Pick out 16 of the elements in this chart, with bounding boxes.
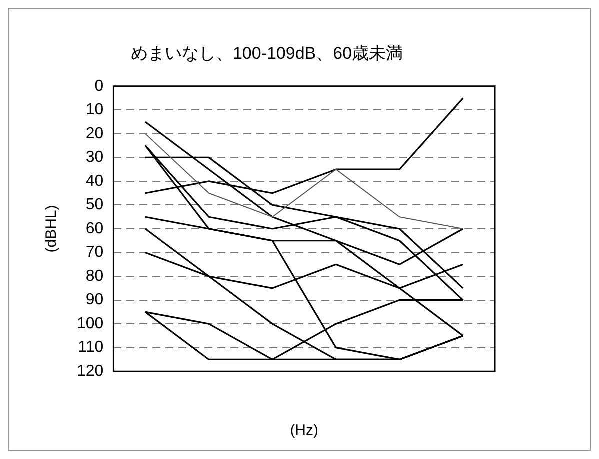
x-axis-title: (Hz) (290, 422, 319, 440)
y-tick-label: 100 (76, 315, 104, 332)
y-tick-label: 90 (86, 292, 104, 309)
y-tick-label: 80 (86, 268, 104, 285)
y-tick-label: 70 (86, 244, 104, 262)
y-tick-label: 120 (76, 363, 104, 380)
y-tick-label: 110 (78, 339, 104, 356)
y-tick-label: 20 (86, 125, 104, 142)
y-tick-label: 10 (86, 102, 104, 119)
y-tick-label: 0 (94, 78, 104, 95)
y-tick-label: 40 (86, 172, 104, 190)
y-axis-title: (dBHL) (43, 205, 60, 253)
y-tick-label: 30 (86, 149, 104, 166)
y-tick-label: 50 (86, 196, 104, 214)
chart-title: めまいなし、100-109dB、60歳未満 (130, 44, 404, 63)
y-tick-label: 60 (86, 220, 104, 238)
